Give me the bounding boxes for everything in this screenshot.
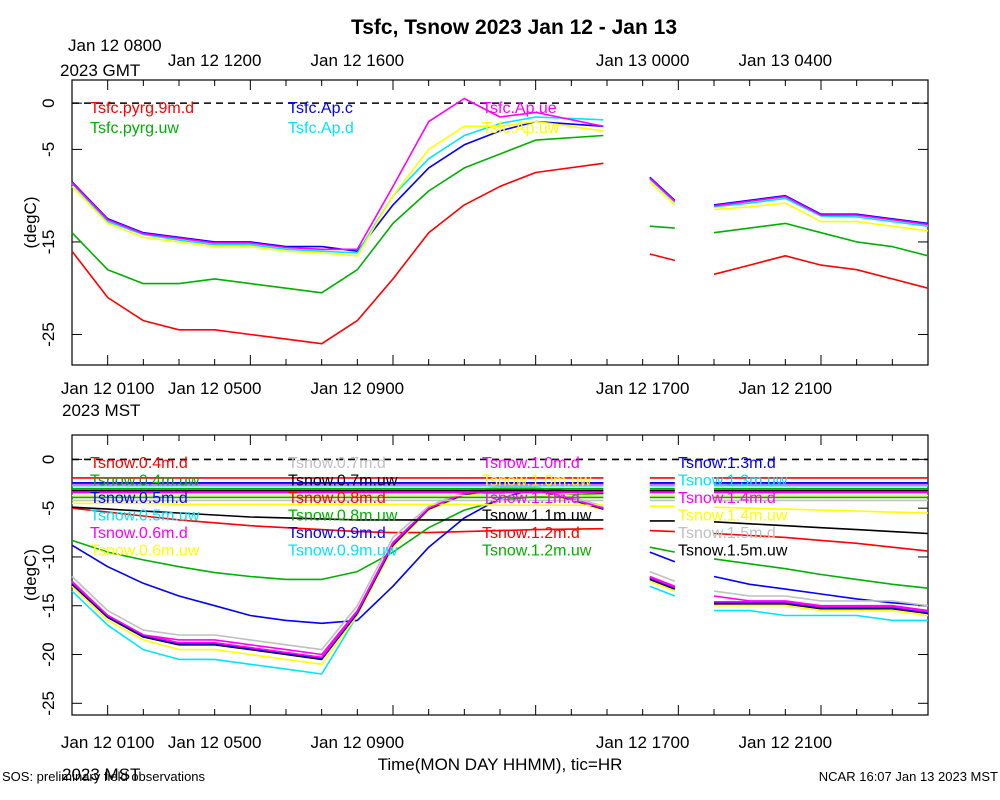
legend-entry: Tsnow.0.9m.uw [288,543,398,560]
legend-entry: Tsnow.0.9m.d [288,525,386,542]
x-tick-label: Jan 12 0500 [168,733,262,752]
x-tick-label: Jan 12 2100 [739,379,833,398]
legend-entry: Tsfc.pyrg.uw [90,120,179,137]
y-tick-label: -20 [39,642,58,667]
x-tick-label: Jan 12 1700 [596,379,690,398]
legend-entry: Tsnow.1.4m.uw [678,508,788,525]
legend-entry: Tsfc.Ap.c [288,100,353,117]
legend-entry: Tsnow.1.2m.d [482,525,580,542]
series-line-tsfc-ap-uw [71,120,929,257]
series-line-tsnow-0-5m-uw [71,487,928,675]
y-tick-label: -25 [39,322,58,347]
y-tick-label: 0 [39,98,58,107]
tsfc-panel: 0 -5 -15 -25 (degC) Tsfc.pyrg.9m.d Tsfc.pyrg.u… [21,51,929,398]
series-line-tsnow-0-4m-uw [71,492,929,589]
y-tick-label: -15 [39,230,58,255]
legend-entry: Tsnow.0.6m.d [90,525,188,542]
x-tick-label: Jan 12 1200 [168,51,262,70]
footer-right: NCAR 16:07 Jan 13 2023 MST [819,769,998,784]
x-tick-label: Jan 12 0100 [61,733,155,752]
legend-entry: Tsnow.0.5m.uw [90,508,200,525]
legend-entry: Tsfc.Ap.d [288,120,354,137]
legend-entry: Tsnow.0.4m.uw [90,473,200,490]
x-tick-label: Jan 12 0100 [61,379,155,398]
series-line-tsfc-pyrg-uw [71,134,929,294]
series-line-tsfc-ap-ue [71,97,929,251]
tsnow-panel: 0-5-10-15-20-25(degC)Tsnow.0.4m.dTsnow.0… [21,434,929,752]
legend-entry: Tsnow.1.0m.d [482,455,580,472]
y-tick-label: -5 [39,142,58,157]
legend-entry: Tsnow.0.7m.uw [288,473,398,490]
chart-title: Tsfc, Tsnow 2023 Jan 12 - Jan 13 [351,16,677,39]
legend-entry: Tsnow.0.6m.uw [90,543,200,560]
y-axis-label: (degC) [21,549,40,601]
legend-entry: Tsfc.pyrg.9m.d [90,100,194,117]
legend-entry: Tsnow.1.1m.d [482,490,580,507]
legend-entry: Tsnow.1.3m.d [678,455,776,472]
legend-entry: Tsnow.0.5m.d [90,490,188,507]
y-tick-label: -25 [39,691,58,716]
y-tick-label: -10 [39,545,58,570]
x-axis-label: Time(MON DAY HHMM), tic=HR [378,755,623,774]
x-tick-label: Jan 12 1600 [311,51,405,70]
legend-entry: Tsfc.Ap.uw [482,120,560,137]
series-line-tsfc-ap-d [71,116,929,254]
x-tick-label: Jan 12 2100 [739,733,833,752]
x-tick-label: Jan 12 0900 [311,733,405,752]
x-tick-label: Jan 12 1700 [596,733,690,752]
legend-entry: Tsnow.1.2m.uw [482,543,592,560]
legend-entry: Tsnow.1.5m.uw [678,543,788,560]
top-axis-tz-label: 2023 GMT [60,61,140,80]
x-tick-label: Jan 12 0500 [168,379,262,398]
legend-entry: Tsnow.0.8m.uw [288,508,398,525]
x-tick-label: Jan 13 0000 [596,51,690,70]
legend-entry: Tsnow.1.5m.d [678,525,776,542]
x-tick-label: Jan 12 0900 [311,379,405,398]
y-tick-label: -15 [39,593,58,618]
legend-entry: Tsfc.Ap.ue [482,100,557,117]
series-line-tsnow-1-0m-uw [72,502,929,514]
top-axis-tz-date: Jan 12 0800 [68,36,162,55]
y-axis-label: (degC) [21,197,40,249]
y-tick-label: -5 [39,501,58,516]
legend-entry: Tsnow.1.3m.uw [678,473,788,490]
legend-entry: Tsnow.1.0m.uw [482,473,592,490]
series-line-tsnow-1-5m-uw [71,506,929,535]
mid-axis-tz-label: 2023 MST [62,401,140,420]
y-tick-label: 0 [39,455,58,464]
legend-entry: Tsnow.0.8m.d [288,490,386,507]
legend-entry: Tsnow.0.4m.d [90,455,188,472]
footer-left: SOS: preliminary field observations [2,769,206,784]
legend-entry: Tsnow.1.1m.uw [482,508,592,525]
bottom-axis-tz-label: 2023 MST [62,765,140,784]
legend-entry: Tsnow.1.4m.d [678,490,776,507]
series-line-tsfc-pyrg-9m-d [71,162,929,345]
series-line-tsnow-0-4m-d [71,507,929,552]
legend-entry: Tsnow.0.7m.d [288,455,386,472]
x-tick-label: Jan 13 0400 [739,51,833,70]
